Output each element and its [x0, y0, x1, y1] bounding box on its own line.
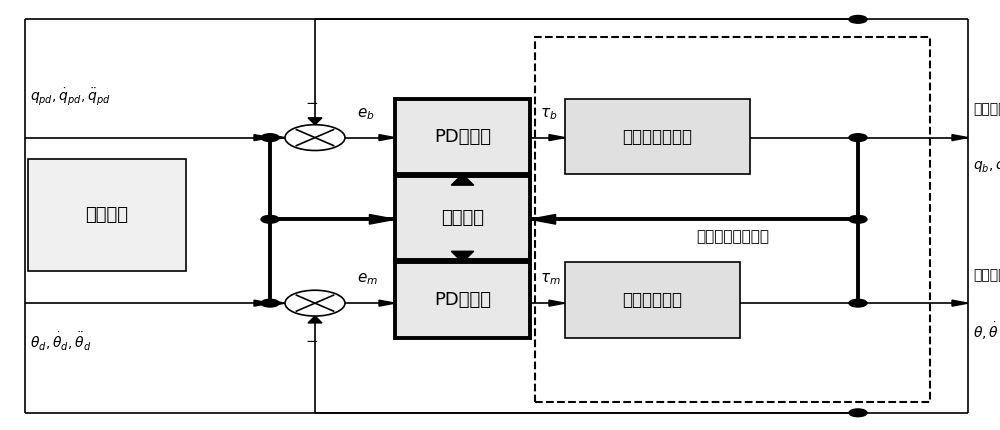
Circle shape — [849, 299, 867, 307]
Text: $-$: $-$ — [305, 94, 319, 108]
Text: 机械臂动力学: 机械臂动力学 — [622, 291, 682, 309]
Polygon shape — [308, 118, 322, 125]
Polygon shape — [269, 300, 285, 306]
Text: $e_b$: $e_b$ — [357, 106, 375, 122]
Text: PD控制器: PD控制器 — [434, 291, 491, 309]
Polygon shape — [369, 215, 395, 224]
Polygon shape — [952, 300, 968, 306]
Text: 机械臂运动: 机械臂运动 — [973, 268, 1000, 282]
Circle shape — [261, 299, 279, 307]
Circle shape — [261, 215, 279, 223]
Polygon shape — [451, 174, 474, 185]
Circle shape — [261, 134, 279, 141]
Circle shape — [849, 215, 867, 223]
Text: $-$: $-$ — [305, 332, 319, 347]
Text: $\tau_m$: $\tau_m$ — [540, 272, 561, 287]
Text: $\tau_b$: $\tau_b$ — [540, 106, 557, 122]
FancyBboxPatch shape — [535, 37, 930, 402]
Text: $e_m$: $e_m$ — [357, 272, 378, 287]
Polygon shape — [451, 251, 474, 262]
Polygon shape — [549, 300, 565, 306]
Text: $q_b,\dot{q}_b$: $q_b,\dot{q}_b$ — [973, 156, 1000, 175]
FancyBboxPatch shape — [395, 99, 530, 174]
Polygon shape — [379, 300, 395, 306]
Circle shape — [849, 15, 867, 23]
Polygon shape — [549, 135, 565, 141]
FancyBboxPatch shape — [565, 262, 740, 338]
Text: 力矩补偿: 力矩补偿 — [441, 209, 484, 227]
Polygon shape — [254, 300, 270, 306]
Polygon shape — [308, 316, 322, 323]
Text: PD控制器: PD控制器 — [434, 128, 491, 145]
Text: 卫星姿态动力学: 卫星姿态动力学 — [622, 128, 692, 145]
Text: 卫星运动: 卫星运动 — [973, 103, 1000, 117]
Circle shape — [849, 134, 867, 141]
Text: $q_{pd},\dot{q}_{pd},\ddot{q}_{pd}$: $q_{pd},\dot{q}_{pd},\ddot{q}_{pd}$ — [30, 86, 111, 107]
Text: 轨迹规划: 轨迹规划 — [86, 206, 128, 224]
Polygon shape — [952, 135, 968, 141]
FancyBboxPatch shape — [395, 176, 530, 260]
Circle shape — [849, 409, 867, 417]
Text: 机械臂系统动力学: 机械臂系统动力学 — [696, 229, 769, 244]
Polygon shape — [530, 215, 556, 224]
Text: $\theta_{d},\dot{\theta}_{d},\ddot{\theta}_{d}$: $\theta_{d},\dot{\theta}_{d},\ddot{\thet… — [30, 331, 91, 353]
Polygon shape — [254, 135, 270, 141]
Polygon shape — [379, 135, 395, 141]
Polygon shape — [269, 135, 285, 141]
FancyBboxPatch shape — [565, 99, 750, 174]
FancyBboxPatch shape — [28, 159, 186, 271]
Text: $\theta,\dot{\theta}$: $\theta,\dot{\theta}$ — [973, 320, 999, 342]
FancyBboxPatch shape — [395, 262, 530, 338]
